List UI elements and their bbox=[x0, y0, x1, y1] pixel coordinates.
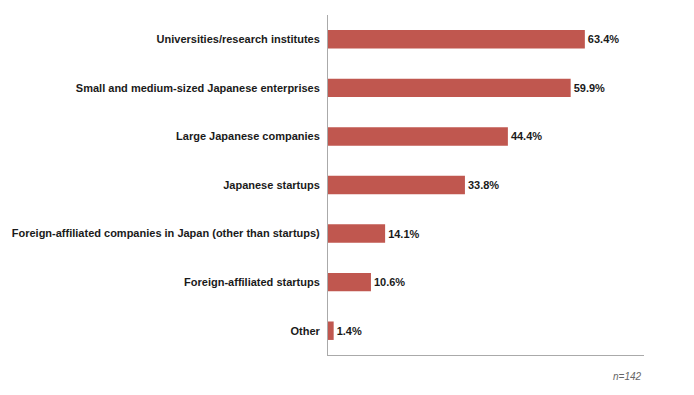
svg-text:44.4%: 44.4% bbox=[511, 130, 542, 142]
svg-text:Foreign-affiliated companies i: Foreign-affiliated companies in Japan (o… bbox=[12, 227, 320, 239]
svg-text:Foreign-affiliated startups: Foreign-affiliated startups bbox=[184, 276, 320, 288]
svg-text:Universities/research institut: Universities/research institutes bbox=[157, 33, 320, 45]
svg-text:1.4%: 1.4% bbox=[337, 325, 362, 337]
svg-text:59.9%: 59.9% bbox=[574, 82, 605, 94]
svg-text:14.1%: 14.1% bbox=[388, 228, 419, 240]
svg-text:Japanese startups: Japanese startups bbox=[223, 179, 320, 191]
svg-text:10.6%: 10.6% bbox=[374, 276, 405, 288]
svg-text:63.4%: 63.4% bbox=[588, 33, 619, 45]
svg-text:Small and medium-sized Japanes: Small and medium-sized Japanese enterpri… bbox=[76, 82, 320, 94]
svg-text:Large Japanese companies: Large Japanese companies bbox=[176, 130, 320, 142]
svg-text:Other: Other bbox=[290, 325, 320, 337]
svg-text:n=142: n=142 bbox=[613, 371, 642, 382]
svg-text:33.8%: 33.8% bbox=[468, 179, 499, 191]
